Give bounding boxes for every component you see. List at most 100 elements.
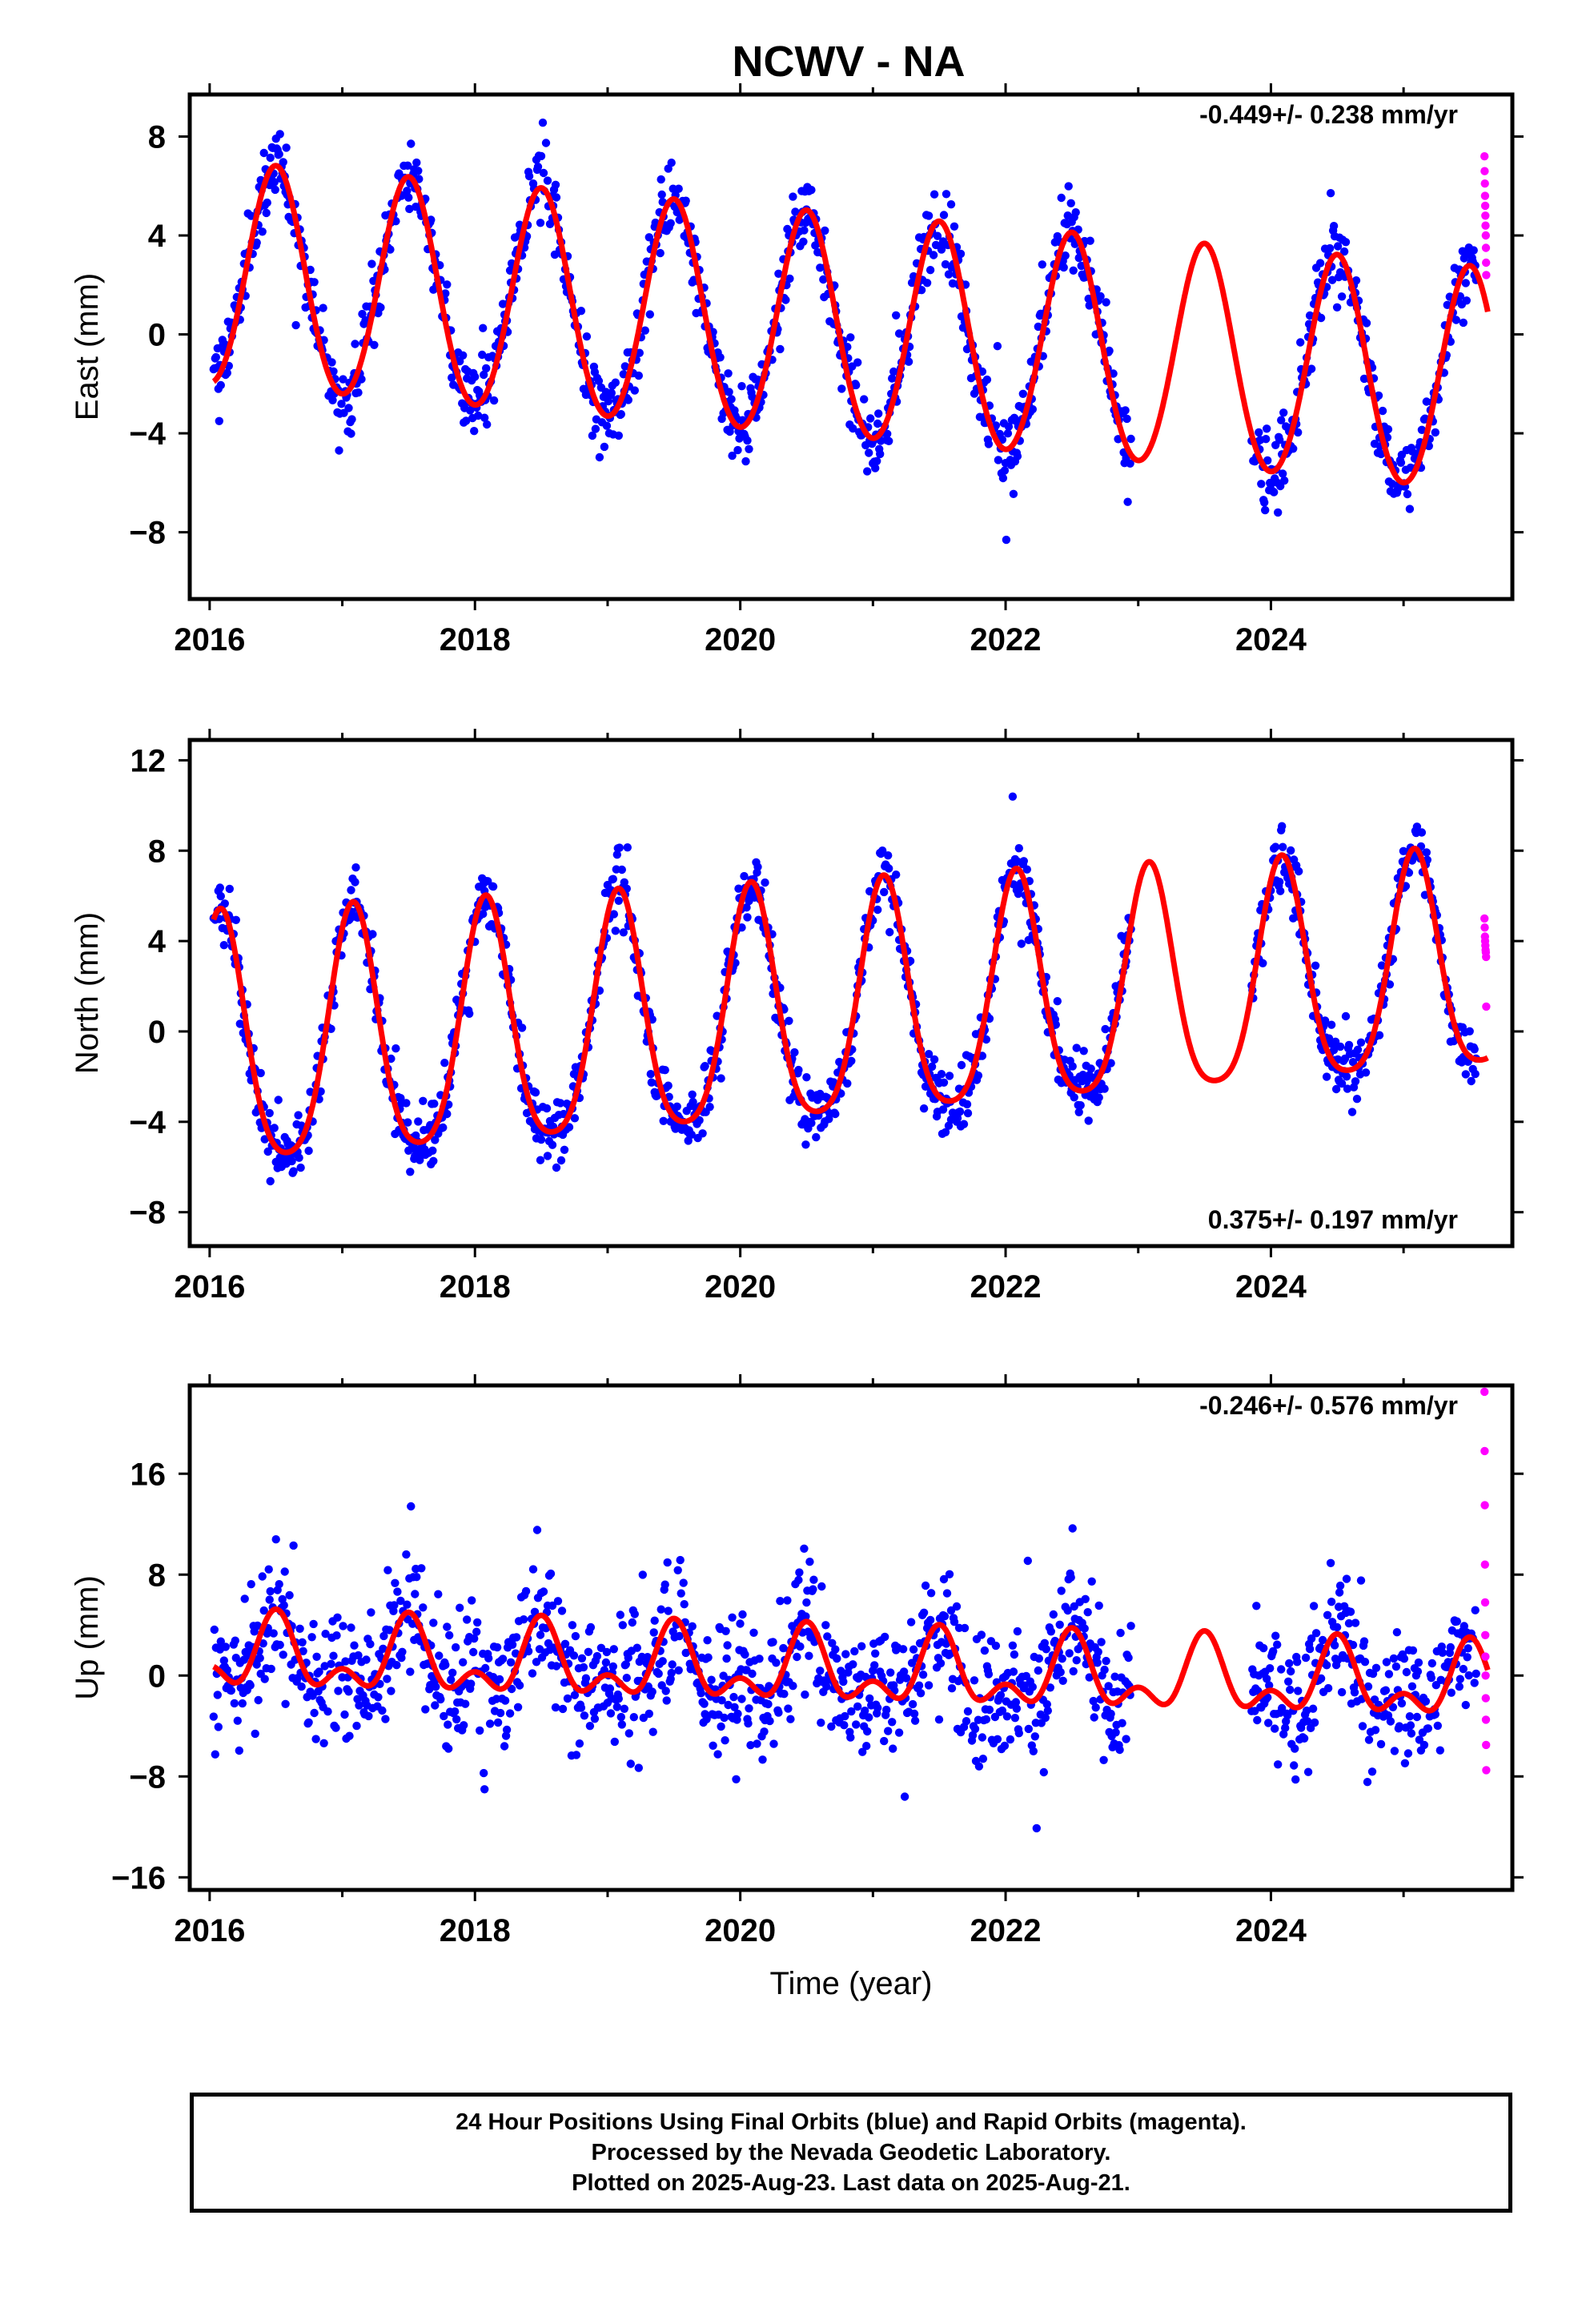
final-orbit-point (977, 1630, 986, 1639)
final-orbit-point (1126, 1622, 1135, 1630)
final-orbit-point (611, 378, 620, 387)
chart-title: NCWV - NA (733, 38, 966, 86)
final-orbit-point (931, 240, 941, 250)
x-tick-label: 2020 (705, 622, 776, 657)
final-orbit-point (723, 1641, 732, 1650)
final-orbit-point (315, 1667, 323, 1676)
final-orbit-point (558, 1704, 568, 1714)
y-tick-label: 16 (130, 1457, 167, 1492)
final-orbit-point (1351, 1077, 1360, 1086)
final-orbit-point (1273, 1640, 1282, 1649)
final-orbit-point (556, 1099, 565, 1108)
final-orbit-point (1309, 1602, 1319, 1610)
final-orbit-point (223, 1666, 231, 1675)
final-orbit-point (847, 1707, 856, 1716)
final-orbit-point (799, 237, 808, 246)
final-orbit-point (860, 395, 869, 404)
final-orbit-point (358, 309, 367, 319)
final-orbit-point (904, 357, 913, 366)
final-orbit-point (634, 371, 643, 380)
rapid-orbit-point (1481, 1671, 1490, 1680)
final-orbit-point (295, 1624, 304, 1634)
final-orbit-point (1053, 997, 1062, 1006)
final-orbit-point (908, 1699, 917, 1709)
rapid-orbit-point (1480, 152, 1489, 161)
final-orbit-point (374, 1693, 383, 1702)
final-orbit-point (1407, 1729, 1416, 1738)
final-orbit-point (1422, 848, 1431, 857)
final-orbit-point (772, 1659, 781, 1667)
final-orbit-point (884, 851, 893, 860)
final-orbit-point (1078, 1071, 1087, 1080)
final-orbit-point (1049, 1610, 1058, 1619)
final-orbit-point (1403, 489, 1412, 499)
final-orbit-point (291, 320, 300, 330)
final-orbit-point (1322, 1072, 1331, 1081)
final-orbit-point (1343, 1084, 1352, 1093)
final-orbit-point (563, 1694, 572, 1703)
rapid-orbit-points (1480, 152, 1491, 279)
final-orbit-point (1061, 251, 1070, 260)
final-orbit-point (614, 896, 623, 906)
final-orbit-point (899, 1667, 909, 1676)
final-orbit-point (252, 238, 261, 247)
rapid-orbit-point (1481, 1652, 1490, 1661)
final-orbit-point (727, 395, 736, 404)
final-orbit-point (1110, 1672, 1119, 1681)
final-orbit-point (323, 1707, 332, 1716)
rapid-orbit-point (1480, 914, 1489, 923)
final-orbit-point (452, 1642, 460, 1652)
final-orbit-point (697, 1689, 705, 1698)
y-tick-label: 8 (148, 1558, 166, 1593)
final-orbit-point (357, 375, 366, 384)
panel-east: 2016 2018 2020 2022 2024 8 4 0 −4 −8 East (mm) -0.4… (70, 83, 1524, 657)
final-orbit-point (984, 440, 994, 448)
final-orbit-point (828, 1638, 837, 1647)
final-orbit-point (805, 1558, 814, 1566)
final-orbit-point (1030, 1732, 1040, 1741)
final-orbit-point (1279, 842, 1287, 851)
final-orbit-point (974, 1071, 983, 1080)
final-orbit-point (1122, 414, 1131, 424)
final-orbit-point (1350, 1688, 1359, 1697)
final-orbit-point (431, 1701, 440, 1710)
final-orbit-point (919, 1104, 929, 1113)
final-orbit-point (1013, 1626, 1022, 1636)
final-orbit-point (1452, 1617, 1462, 1626)
final-orbit-point (219, 1656, 228, 1665)
final-orbit-point (701, 1062, 709, 1071)
final-orbit-point (1318, 1635, 1327, 1645)
final-orbit-point (628, 1618, 636, 1627)
final-orbit-point (737, 382, 746, 391)
final-orbit-point (939, 1078, 949, 1088)
rapid-orbit-point (1480, 1446, 1489, 1456)
final-orbit-point (407, 139, 416, 148)
final-orbit-point (552, 1662, 561, 1671)
final-orbit-point (847, 1056, 856, 1066)
final-orbit-point (644, 1709, 653, 1719)
final-orbit-point (411, 1590, 420, 1598)
final-orbit-point (1412, 822, 1422, 831)
final-orbit-point (1433, 1721, 1443, 1731)
final-orbit-point (210, 1625, 219, 1634)
final-orbit-point (1072, 1656, 1081, 1665)
x-tick-label: 2016 (174, 1269, 245, 1305)
model-curve (211, 163, 1491, 486)
final-orbit-point (618, 1621, 627, 1630)
final-orbit-point (528, 1669, 537, 1678)
final-orbit-point (721, 1626, 730, 1636)
final-orbit-point (1257, 480, 1266, 489)
final-orbit-point (421, 1705, 430, 1714)
final-orbit-point (700, 1699, 709, 1708)
final-orbit-point (383, 1675, 391, 1683)
rapid-orbit-point (1480, 1598, 1490, 1607)
final-orbit-point (496, 1708, 505, 1718)
y-tick-label: −8 (129, 1759, 166, 1795)
final-orbit-point (852, 1720, 861, 1729)
final-orbit-point (994, 456, 1003, 464)
final-orbit-point (304, 1718, 313, 1727)
final-orbit-point (405, 204, 414, 214)
final-orbit-point (819, 275, 828, 284)
final-orbit-point (608, 1662, 617, 1671)
final-orbit-point (866, 414, 875, 423)
